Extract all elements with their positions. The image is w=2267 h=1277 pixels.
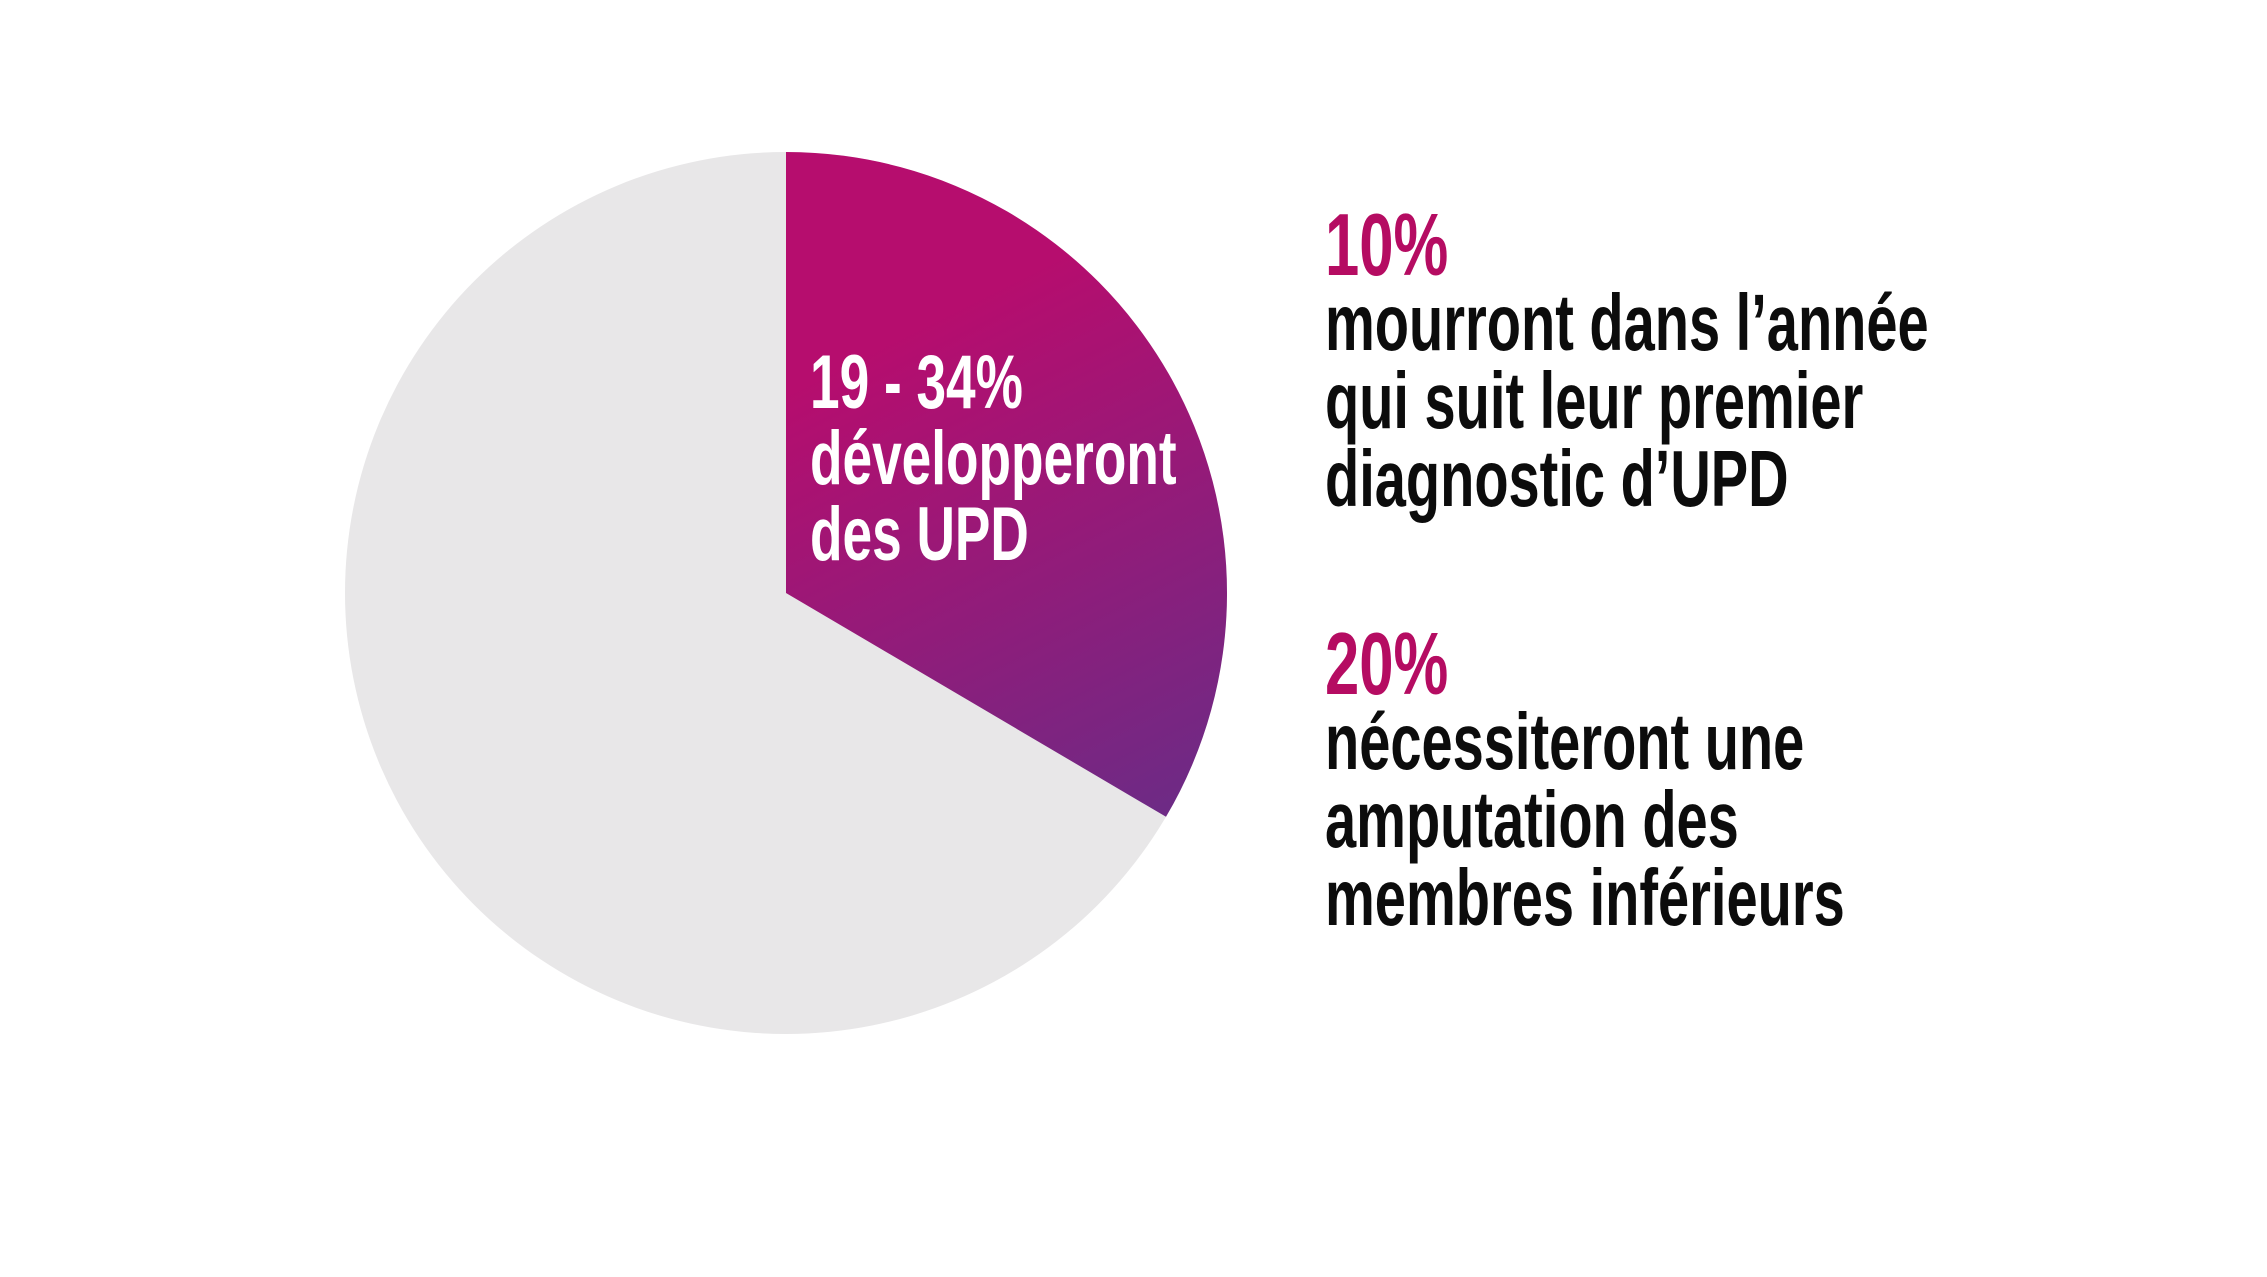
stat-text-line: membres inférieurs <box>1325 853 1845 942</box>
stat-text-line: qui suit leur premier <box>1325 356 1864 445</box>
stat-text-line: nécessiteront une <box>1325 697 1805 786</box>
stat-value: 20% <box>1325 614 1449 713</box>
pie-slice-label-line: 19 - 34% <box>810 340 1023 425</box>
stat-block-amputation: 20% nécessiteront une amputation des mem… <box>1325 614 1845 942</box>
pie-slice-upd <box>786 151 1228 817</box>
stat-text-line: mourront dans l’année <box>1325 278 1929 367</box>
stat-text-line: amputation des <box>1325 775 1739 864</box>
stat-block-mortality: 10% mourront dans l’année qui suit leur … <box>1325 195 1929 523</box>
pie-slice-label: 19 - 34% développeront des UPD <box>810 345 1177 573</box>
stat-value: 10% <box>1325 195 1449 294</box>
pie-slice-label-line: des UPD <box>810 492 1029 577</box>
stat-text-line: diagnostic d’UPD <box>1325 434 1789 523</box>
pie-slice-label-line: développeront <box>810 416 1177 501</box>
